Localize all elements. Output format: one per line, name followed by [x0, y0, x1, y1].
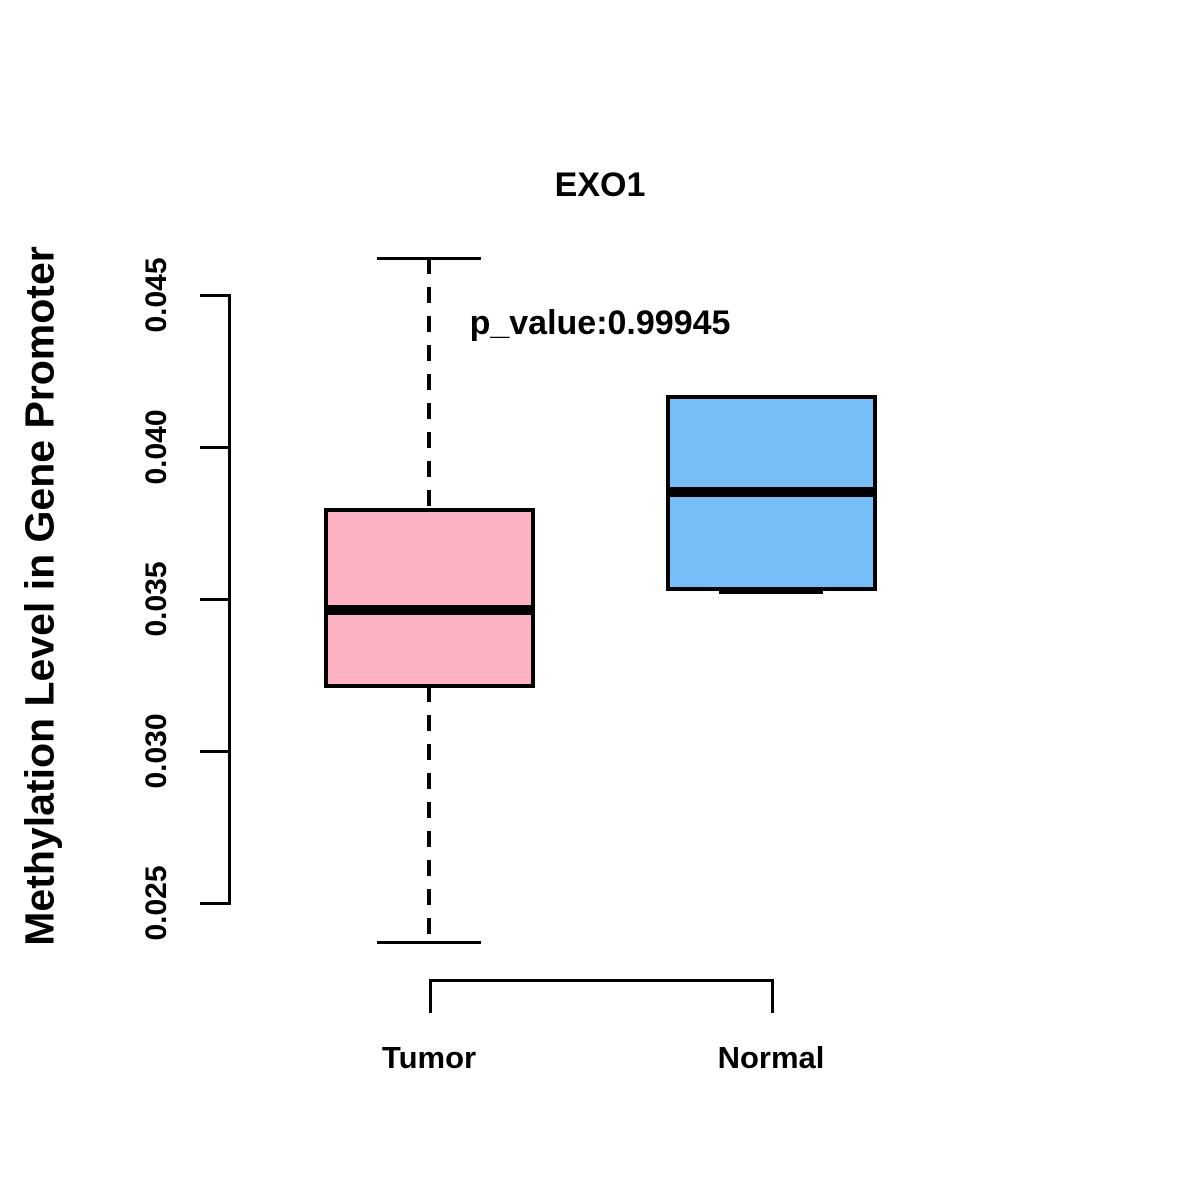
- y-tick-label: 0.035: [140, 561, 173, 637]
- x-axis-tick: [771, 979, 774, 1013]
- median-line-tumor: [323, 605, 535, 616]
- chart-title: EXO1: [554, 166, 646, 204]
- y-axis-tick: [200, 294, 228, 297]
- whisker-cap-upper-tumor: [377, 256, 481, 260]
- y-tick-label: 0.030: [140, 713, 173, 789]
- y-axis-tick: [200, 902, 228, 905]
- y-axis-tick: [200, 446, 228, 449]
- whisker-cap-lower-tumor: [377, 940, 481, 944]
- whisker-line-upper-tumor: [427, 257, 431, 510]
- whisker-cap-lower-normal: [719, 590, 823, 594]
- chart-subtitle: p_value:0.99945: [469, 304, 731, 342]
- x-axis-tick: [429, 979, 432, 1013]
- x-category-label-tumor: Tumor: [381, 1040, 477, 1075]
- x-category-label-normal: Normal: [717, 1040, 825, 1075]
- y-axis-tick: [200, 598, 228, 601]
- y-tick-label: 0.045: [140, 257, 173, 333]
- whisker-line-lower-tumor: [427, 686, 431, 942]
- box-tumor: [323, 507, 535, 689]
- y-tick-label: 0.040: [140, 409, 173, 485]
- x-axis-line: [429, 979, 774, 982]
- median-line-normal: [665, 486, 877, 497]
- chart-title-block: EXO1 p_value:0.99945: [0, 70, 1200, 438]
- y-tick-label: 0.025: [140, 865, 173, 941]
- y-axis-line: [228, 294, 231, 905]
- y-axis-tick: [200, 750, 228, 753]
